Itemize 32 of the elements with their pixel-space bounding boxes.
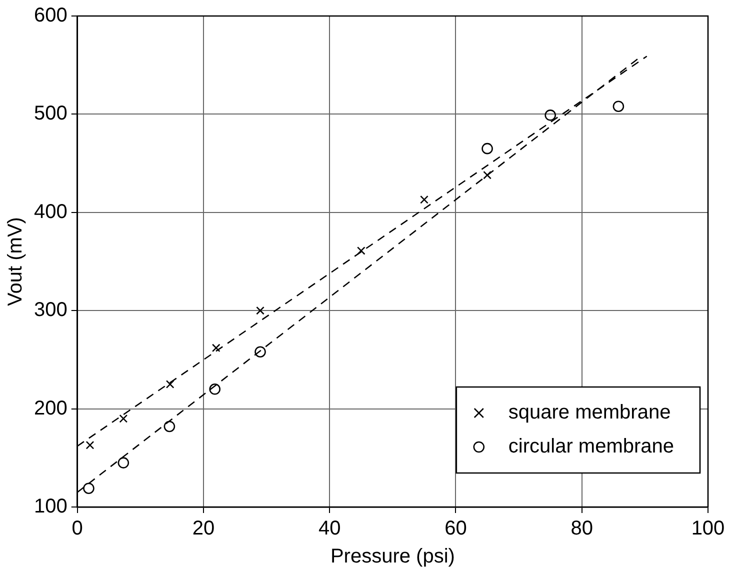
y-tick-label: 400 [34,200,68,223]
point [83,482,94,494]
y-tick-label: 100 [34,496,68,518]
x-tick-label: 20 [192,518,215,540]
y-tick-label: 600 [34,4,68,27]
point [483,170,492,180]
y-tick-label: 500 [34,102,68,125]
point [420,195,428,204]
x-tick-label: 80 [570,518,593,540]
legend-label: circular membrane [508,436,674,458]
x-tick-label: 40 [318,518,341,540]
point [118,457,130,468]
point [119,414,128,423]
point [164,420,176,432]
point [256,306,264,315]
point [612,100,624,112]
y-axis-title: Vout (mV) [4,217,27,306]
point [86,440,94,450]
point [209,384,220,395]
y-tick-label: 300 [34,299,68,322]
legend-label: square membrane [508,402,671,424]
point [482,142,493,154]
point [356,246,366,255]
x-axis-title: Pressure (psi) [330,546,455,568]
x-tick-label: 100 [691,518,725,540]
point [544,110,556,121]
point [254,346,266,358]
x-tick-label: 0 [72,518,83,540]
x-tick-label: 60 [444,518,467,540]
y-tick-label: 200 [34,397,68,420]
point [212,344,220,352]
point [166,380,174,388]
